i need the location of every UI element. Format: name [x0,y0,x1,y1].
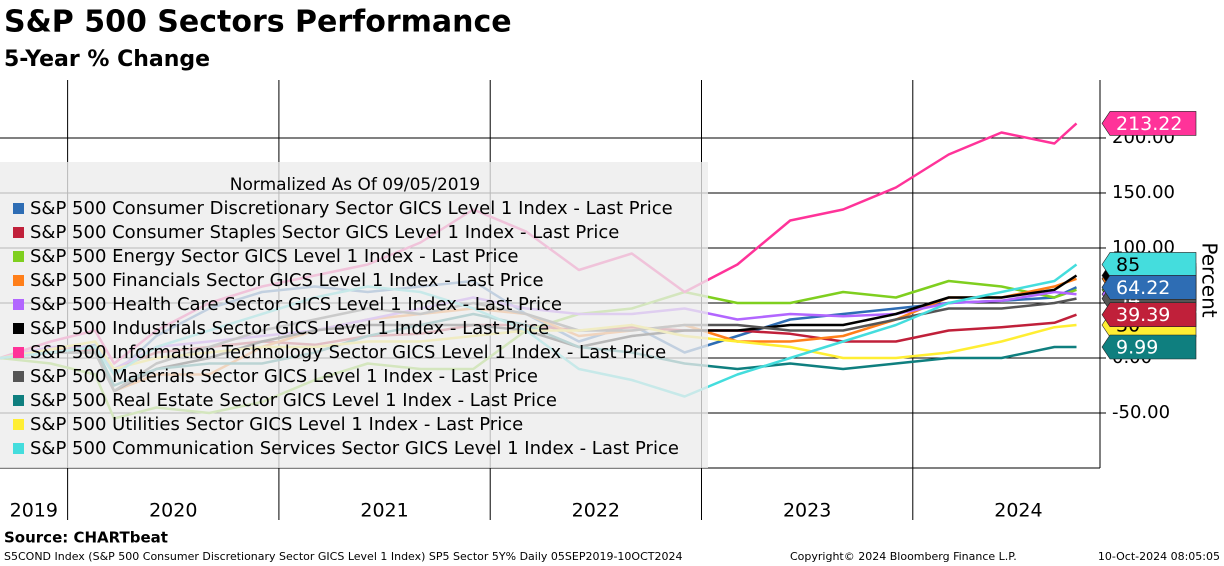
legend-label: S&P 500 Health Care Sector GICS Level 1 … [30,294,562,315]
x-tick-label: 2021 [360,500,408,522]
y-tick-label: 150.00 [1112,182,1175,203]
footer-center: Copyright© 2024 Bloomberg Finance L.P. [790,550,1017,563]
source: Source: CHARTbeat [4,529,168,547]
value-tag-label: 85 [1116,254,1140,276]
value-tag-label: 64.22 [1116,277,1170,299]
x-tick-label: 2020 [149,500,197,522]
legend-swatch [13,299,24,310]
legend-swatch [13,419,24,430]
legend-label: S&P 500 Consumer Discretionary Sector GI… [30,198,673,219]
legend-swatch [13,323,24,334]
value-tag-label: 213.22 [1116,113,1182,135]
legend-label: S&P 500 Materials Sector GICS Level 1 In… [30,366,538,387]
legend-swatch [13,371,24,382]
value-tag-label: 9.99 [1116,337,1158,359]
legend-swatch [13,443,24,454]
legend-label: S&P 500 Real Estate Sector GICS Level 1 … [30,390,557,411]
value-tag [1101,111,1197,136]
footer-left: S5COND Index (S&P 500 Consumer Discretio… [4,550,682,563]
value-tag-label: 39.39 [1116,304,1170,326]
legend-swatch [13,347,24,358]
footer-right: 10-Oct-2024 08:05:05 [1098,550,1220,563]
x-tick-label: 2023 [783,500,831,522]
legend-label: S&P 500 Information Technology Sector GI… [30,342,666,363]
legend-swatch [13,251,24,262]
x-tick-label: 2024 [994,500,1042,522]
legend-label: S&P 500 Financials Sector GICS Level 1 I… [30,270,544,291]
legend-swatch [13,395,24,406]
x-tick-label: 2022 [572,500,620,522]
y-axis-label: Percent [1198,242,1222,317]
legend-title: Normalized As Of 09/05/2019 [230,175,480,195]
value-tag [1101,302,1197,327]
legend-swatch [13,203,24,214]
chart-title: S&P 500 Sectors Performance [4,5,512,40]
value-tag [1101,252,1197,277]
chart-subtitle: 5-Year % Change [4,47,210,72]
legend-swatch [13,227,24,238]
value-tag [1101,334,1197,360]
legend-label: S&P 500 Communication Services Sector GI… [30,438,679,459]
y-tick-label: -50.00 [1112,402,1170,423]
x-tick-label: 2019 [10,500,58,522]
value-tag [1101,275,1197,300]
legend-label: S&P 500 Energy Sector GICS Level 1 Index… [30,246,518,267]
legend-label: S&P 500 Utilities Sector GICS Level 1 In… [30,414,523,435]
legend-swatch [13,275,24,286]
legend-box [0,162,708,468]
legend-label: S&P 500 Industrials Sector GICS Level 1 … [30,318,549,339]
legend-label: S&P 500 Consumer Staples Sector GICS Lev… [30,222,619,243]
